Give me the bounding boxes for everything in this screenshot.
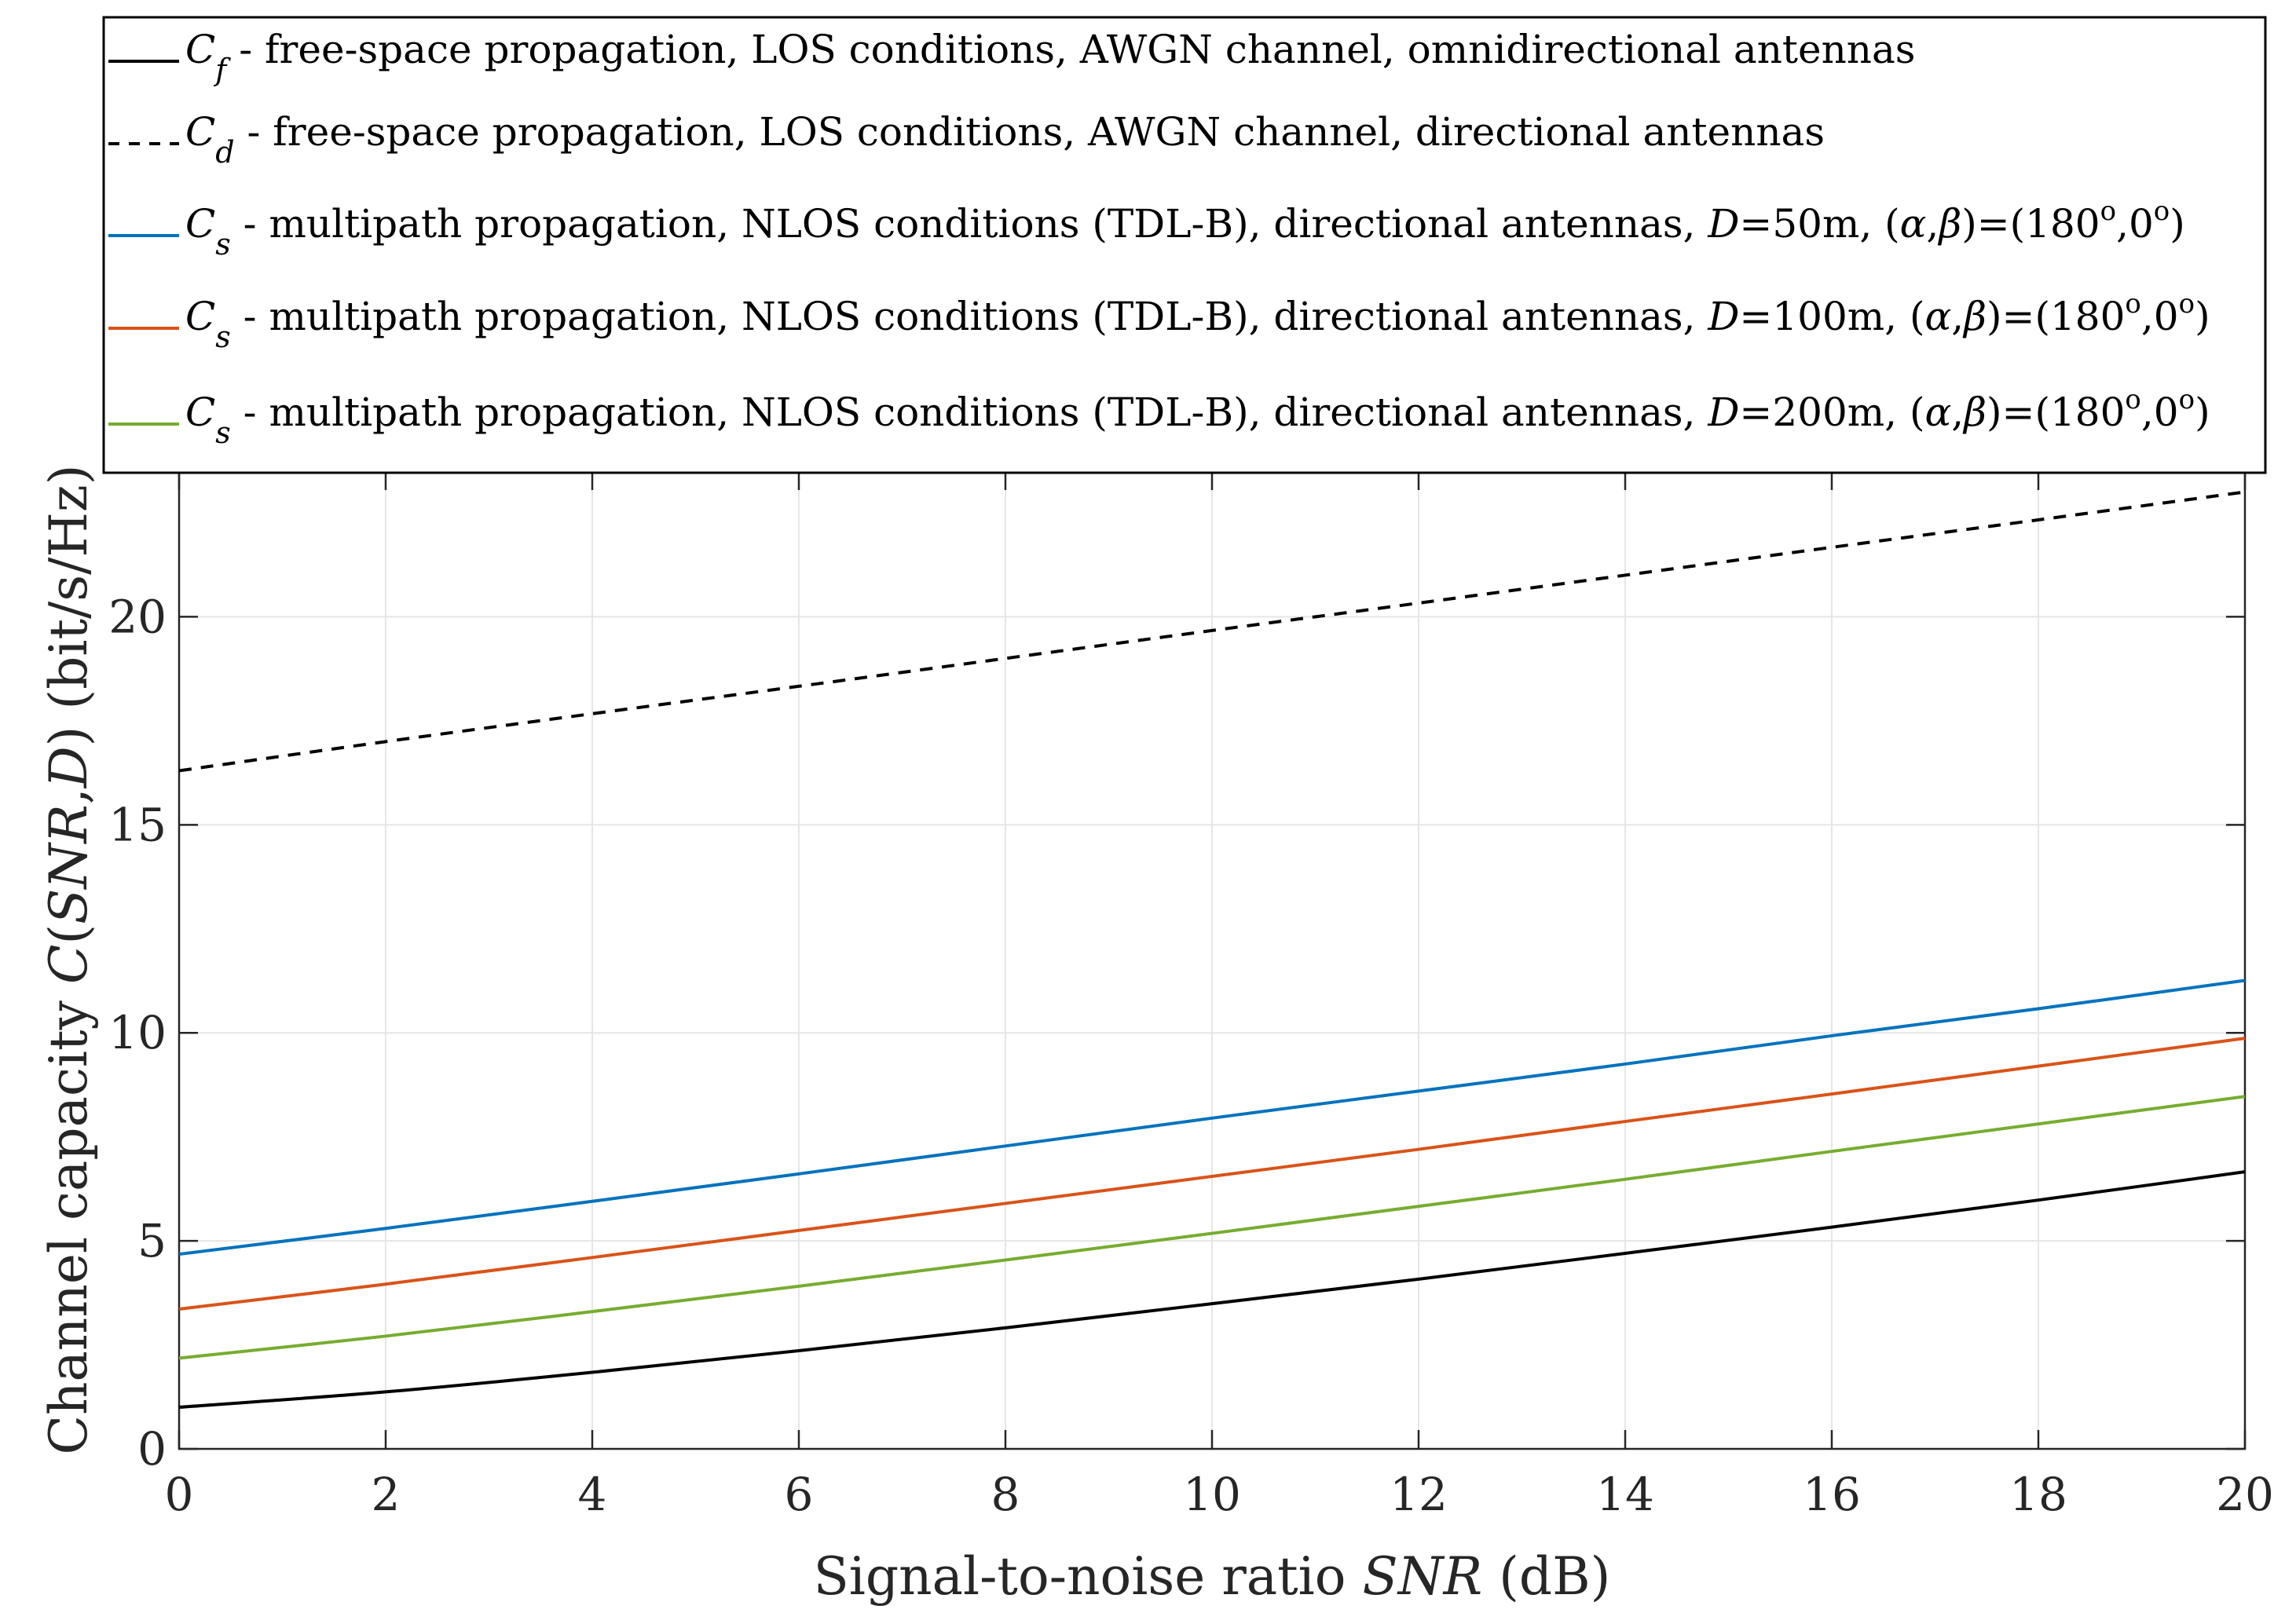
x-tick-label: 4 xyxy=(578,1468,607,1521)
axis-ticks: 0 2 4 6 8 10 12 14 16 18 20 0 5 10 15 20 xyxy=(108,471,2274,1521)
legend-entry-cf: Cf - free-space propagation, LOS conditi… xyxy=(108,27,1915,87)
legend-entry-cs-200m: Cs - multipath propagation, NLOS conditi… xyxy=(108,384,2210,450)
y-tick-label: 15 xyxy=(108,798,167,851)
x-tick-label: 16 xyxy=(1803,1468,1861,1521)
legend-entry-cd: Cd - free-space propagation, LOS conditi… xyxy=(108,109,1825,170)
legend-label-cs-100m: Cs - multipath propagation, NLOS conditi… xyxy=(185,288,2210,354)
y-tick-label: 20 xyxy=(108,590,167,643)
legend-entry-cs-100m: Cs - multipath propagation, NLOS conditi… xyxy=(108,288,2210,354)
legend-label-cd: Cd - free-space propagation, LOS conditi… xyxy=(185,109,1825,170)
x-tick-label: 20 xyxy=(2216,1468,2274,1521)
y-axis-title-text: Channel capacity C(SNR,D) (bit/s/Hz) xyxy=(38,465,99,1455)
legend: Cf - free-space propagation, LOS conditi… xyxy=(102,16,2267,474)
x-tick-label: 18 xyxy=(2009,1468,2067,1521)
y-tick-label: 5 xyxy=(137,1214,167,1267)
x-tick-label: 2 xyxy=(372,1468,401,1521)
x-tick-label: 6 xyxy=(785,1468,814,1521)
series-line-0 xyxy=(178,1170,2246,1410)
legend-label-cf: Cf - free-space propagation, LOS conditi… xyxy=(185,27,1915,87)
legend-label-cs-50m: Cs - multipath propagation, NLOS conditi… xyxy=(185,196,2185,262)
legend-label-cs-200m: Cs - multipath propagation, NLOS conditi… xyxy=(185,384,2210,450)
x-tick-label: 8 xyxy=(991,1468,1020,1521)
y-tick-label: 10 xyxy=(108,1006,167,1059)
x-tick-label: 0 xyxy=(165,1468,194,1521)
series-line-2 xyxy=(178,978,2246,1256)
x-tick-label: 12 xyxy=(1390,1468,1448,1521)
y-tick-label: 0 xyxy=(137,1422,167,1476)
x-axis-title: Signal-to-noise ratio SNR (dB) xyxy=(814,1546,1611,1607)
x-axis-title-text: Signal-to-noise ratio SNR (dB) xyxy=(814,1546,1611,1607)
series-lines xyxy=(178,490,2246,1410)
legend-entry-cs-50m: Cs - multipath propagation, NLOS conditi… xyxy=(108,196,2185,262)
y-axis-title: Channel capacity C(SNR,D) (bit/s/Hz) xyxy=(38,465,99,1455)
series-line-1 xyxy=(178,490,2246,773)
series-line-4 xyxy=(178,1095,2246,1360)
legend-box xyxy=(102,16,2267,474)
series-line-3 xyxy=(178,1037,2246,1311)
x-tick-label: 14 xyxy=(1596,1468,1654,1521)
x-tick-label: 10 xyxy=(1183,1468,1241,1521)
